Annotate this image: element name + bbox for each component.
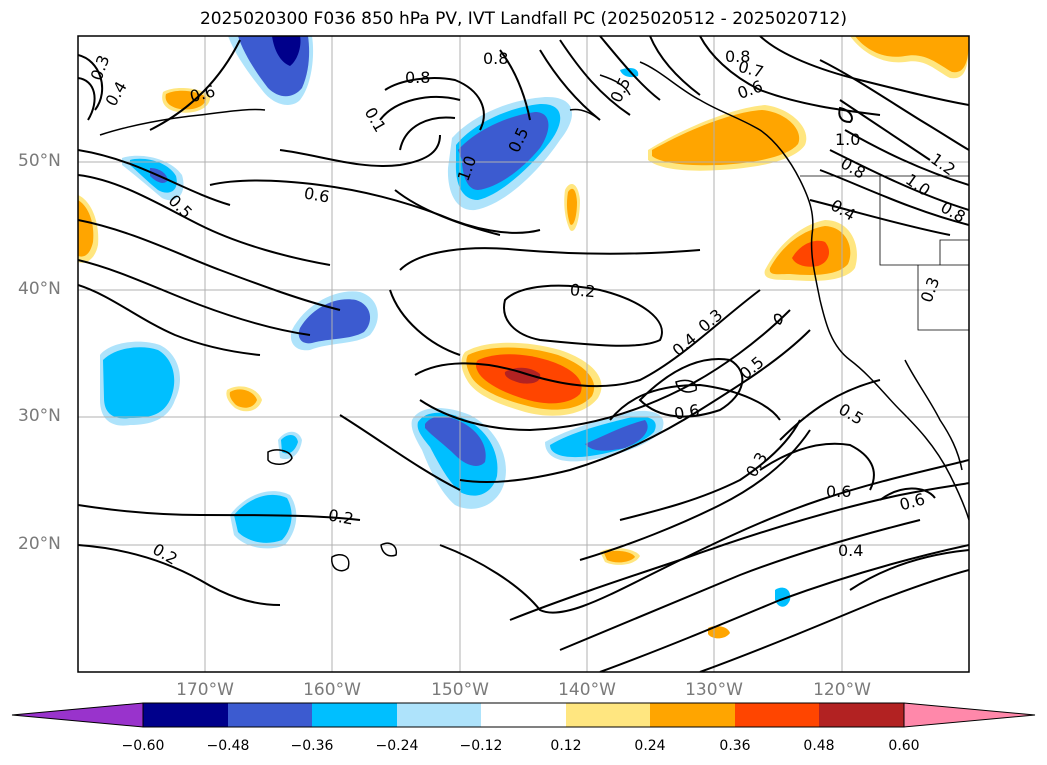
- colorbar-tick: 0.48: [803, 738, 835, 754]
- contour-label: 0.2: [149, 539, 181, 568]
- contour-label: 0.6: [897, 489, 927, 514]
- contour-label: 0.6: [188, 81, 218, 106]
- contour-label: 0.8: [405, 68, 430, 87]
- colorbar-segment: [819, 703, 904, 727]
- contour-label: 0.6: [826, 482, 851, 501]
- colorbar-segment: [228, 703, 312, 727]
- colorbar-tick: 0.60: [888, 738, 920, 754]
- contour-label: 0.5: [736, 352, 768, 383]
- contour-label: 0.8: [483, 49, 508, 68]
- map-title: 2025020300 F036 850 hPa PV, IVT Landfall…: [199, 9, 847, 29]
- colorbar-extend-max: [903, 702, 1036, 728]
- colorbar-tick: −0.60: [121, 738, 165, 754]
- contour-label: 0.3: [695, 305, 727, 336]
- colorbar-tick: 0.36: [719, 738, 751, 754]
- colorbar-tick: 0.12: [550, 738, 582, 754]
- contour-label: 0.6: [303, 183, 331, 206]
- contour-label: 0.4: [838, 541, 863, 560]
- contour-label: 0.4: [669, 329, 701, 360]
- colorbar-tick: 0.24: [634, 738, 666, 754]
- colorbar-segment: [481, 703, 566, 727]
- colorbar-tick: −0.24: [375, 738, 419, 754]
- lon-label: 170°W: [176, 680, 234, 700]
- colorbar: [11, 702, 1036, 728]
- contour-label: 0.4: [827, 195, 859, 224]
- lon-label: 150°W: [431, 680, 489, 700]
- colorbar-tick: −0.48: [206, 738, 250, 754]
- contour-label: 0.1: [361, 104, 390, 136]
- contour-label: 0.4: [102, 78, 131, 110]
- contour-label: 0.6: [673, 400, 701, 423]
- colorbar-segment: [312, 703, 397, 727]
- lat-label: 30°N: [18, 406, 61, 426]
- ivt-contours: [78, 36, 969, 672]
- contour-label: 0.2: [327, 505, 355, 528]
- lat-label: 40°N: [18, 279, 61, 299]
- contour-label: 1.0: [835, 130, 860, 149]
- colorbar-tick: −0.12: [459, 738, 503, 754]
- state-borders: [800, 175, 969, 331]
- colorbar-segment: [397, 703, 481, 727]
- lon-label: 160°W: [303, 680, 361, 700]
- colorbar-tick: −0.36: [290, 738, 334, 754]
- contour-label: 0.5: [835, 399, 867, 428]
- colorbar-extend-min: [11, 702, 144, 728]
- contour-label: 0.2: [569, 280, 596, 301]
- colorbar-segment: [143, 703, 228, 727]
- coastlines: [99, 61, 969, 572]
- map-frame-content: 0.3 0.4 0.6 0.1 0.8 0.8 0.8 0.7 0.6 0.5 …: [78, 36, 969, 672]
- contour-label: 0.3: [917, 275, 944, 305]
- lon-label: 130°W: [685, 680, 743, 700]
- colorbar-outline: [142, 702, 905, 728]
- pv-shading: [78, 36, 969, 639]
- contour-label: 1.2: [927, 149, 959, 179]
- lat-label: 20°N: [18, 534, 61, 554]
- contour-label: 0.8: [725, 47, 750, 66]
- lon-label: 140°W: [558, 680, 616, 700]
- colorbar-segment: [735, 703, 819, 727]
- map-frame: [77, 35, 970, 673]
- colorbar-segment: [566, 703, 650, 727]
- colorbar-segment: [650, 703, 735, 727]
- contour-label: 0.3: [87, 53, 114, 83]
- lon-label: 120°W: [813, 680, 871, 700]
- lat-label: 50°N: [18, 151, 61, 171]
